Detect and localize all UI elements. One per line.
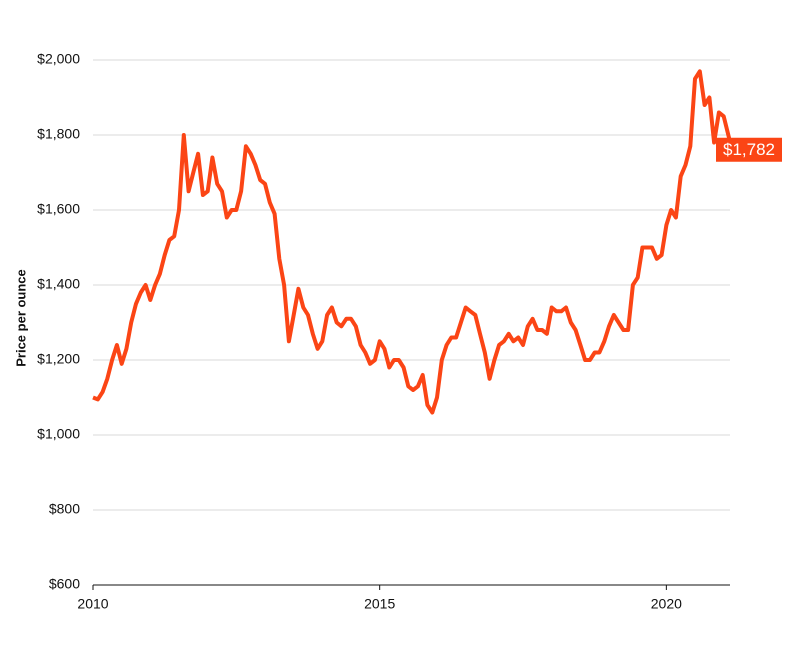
y-tick-label: $1,800: [37, 126, 80, 142]
y-tick-label: $2,000: [37, 51, 80, 67]
y-tick-label: $1,000: [37, 426, 80, 442]
price-line: [92, 69, 732, 415]
y-tick-label: $1,200: [37, 351, 80, 367]
x-tick-label: 2015: [364, 596, 395, 612]
y-tick-label: $1,600: [37, 201, 80, 217]
y-axis-title: Price per ounce: [13, 269, 28, 367]
y-tick-label: $600: [49, 576, 80, 592]
annotation-label: $1,782: [723, 140, 775, 159]
y-tick-label: $800: [49, 501, 80, 517]
y-tick-label: $1,400: [37, 276, 80, 292]
annotation-box: [716, 137, 782, 162]
x-tick-label: 2020: [651, 596, 682, 612]
x-tick-label: 2010: [77, 596, 108, 612]
